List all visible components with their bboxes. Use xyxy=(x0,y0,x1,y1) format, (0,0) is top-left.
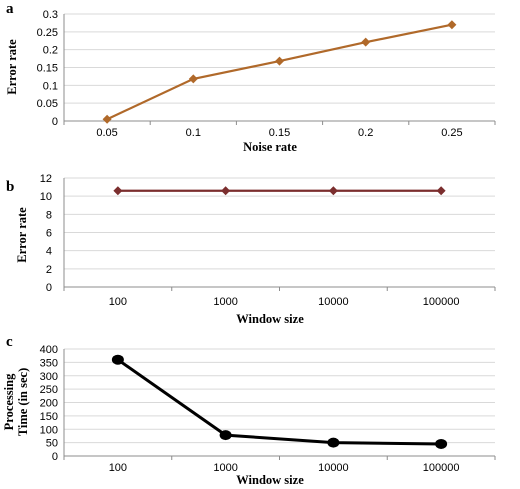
panel-a-ytick-label: 0.3 xyxy=(43,9,58,21)
panel-b-axes xyxy=(63,178,496,291)
panel-b-ytick-label: 0 xyxy=(46,282,52,294)
panel-c-ytick-label: 150 xyxy=(40,411,58,423)
panel-c-xtick-label: 100000 xyxy=(423,462,460,474)
panel-c-series-line xyxy=(117,358,442,446)
panel-letter-b: b xyxy=(6,179,14,195)
panel-c-ytick-label: 0 xyxy=(52,451,58,463)
panel-b-xtick-label: 1000 xyxy=(213,296,237,308)
panel-a-xlabel: Noise rate xyxy=(243,140,297,154)
panel-a-ytick-label: 0.2 xyxy=(43,45,58,57)
panel-b-xtick-label: 10000 xyxy=(318,296,349,308)
panel-b-xlabel: Window size xyxy=(236,312,304,326)
panel-c-ytick-label: 350 xyxy=(40,357,58,369)
panel-c-ytick-label: 300 xyxy=(40,371,58,383)
panel-a-xticks: 0.05 0.1 0.15 0.2 0.25 xyxy=(96,127,462,139)
panel-c-xtick-label: 10000 xyxy=(318,462,349,474)
panel-a-grid xyxy=(64,13,495,104)
panel-a-xtick-label: 0.1 xyxy=(186,127,201,139)
panel-a-data-point xyxy=(361,37,371,47)
panel-b-grid xyxy=(64,177,495,270)
panel-b-yticks: 0 2 4 6 8 10 12 xyxy=(40,173,52,294)
panel-b-ytick-label: 2 xyxy=(46,264,52,276)
panel-letter-a: a xyxy=(6,1,14,17)
panel-b-ytick-label: 4 xyxy=(46,246,52,258)
panel-a-xtick-label: 0.25 xyxy=(441,127,462,139)
panel-b-ylabel: Error rate xyxy=(15,207,29,263)
panel-c-ytick-label: 400 xyxy=(40,344,58,356)
panel-a-ytick-label: 0.25 xyxy=(37,27,58,39)
panel-a: a 00.050.10.150.20.250.3 0.05 0.1 0.15 0.2 0… xyxy=(5,1,496,154)
panel-a-yticks: 0 0.05 0.1 0.15 0.2 0.25 0.3 xyxy=(37,9,58,128)
panel-a-data-point xyxy=(102,114,112,124)
panel-c-data-point xyxy=(435,438,448,449)
panel-b-xticks: 100 1000 10000 100000 xyxy=(109,296,460,308)
panel-c-xticks: 100 1000 10000 100000 xyxy=(109,462,460,474)
panel-c-data-point xyxy=(219,430,232,441)
panel-b-ytick-label: 10 xyxy=(40,191,52,203)
panel-a-ytick-label: 0 xyxy=(52,116,58,128)
panel-b-xtick-label: 100000 xyxy=(423,296,460,308)
panel-c-data-point xyxy=(327,437,340,448)
panel-c-xlabel: Window size xyxy=(236,473,304,487)
panel-a-data-point xyxy=(188,74,198,84)
panel-c-ytick-label: 100 xyxy=(40,424,58,436)
panel-b-ytick-label: 8 xyxy=(46,209,52,221)
panel-a-xtick-label: 0.05 xyxy=(96,127,117,139)
panel-letter-c: c xyxy=(6,334,13,350)
panel-a-ytick-label: 0.15 xyxy=(37,63,58,75)
panel-b-ytick-label: 6 xyxy=(46,228,52,240)
panel-b-series xyxy=(113,186,446,196)
panel-b-data-point xyxy=(436,186,446,196)
panel-a-series-line xyxy=(106,23,453,121)
panel-a-series xyxy=(102,20,457,124)
panel-c-data-point xyxy=(111,354,124,365)
panel-a-ytick-label: 0.1 xyxy=(43,80,58,92)
panel-b-ytick-label: 12 xyxy=(40,173,52,185)
panel-c-xtick-label: 100 xyxy=(109,462,127,474)
panel-b-xtick-label: 100 xyxy=(109,296,127,308)
panel-a-data-point xyxy=(275,56,284,66)
panel-b-data-point xyxy=(113,186,123,196)
panel-c-ylabel: ProcessingTime (in sec) xyxy=(2,368,30,437)
panel-c-ylabel-line: Processing xyxy=(2,373,16,430)
panel-a-xtick-label: 0.2 xyxy=(358,127,373,139)
panel-c-series xyxy=(111,354,448,449)
panel-b-data-point xyxy=(221,186,231,196)
panel-b-data-point xyxy=(328,186,338,196)
panel-c-xtick-label: 1000 xyxy=(213,462,237,474)
panel-c-ylabel-line: Time (in sec) xyxy=(16,368,30,437)
panel-c-ytick-label: 250 xyxy=(40,384,58,396)
panel-a-ylabel: Error rate xyxy=(5,39,19,95)
panel-a-axes xyxy=(63,14,496,125)
panel-a-xtick-label: 0.15 xyxy=(269,127,290,139)
panel-a-data-point xyxy=(447,20,457,30)
panel-c-grid xyxy=(64,348,495,444)
panel-c-axes xyxy=(63,349,496,460)
panel-b: b 0 2 4 6 8 10 12 100 1000 10000 100000 Error rat… xyxy=(6,173,496,326)
panel-a-ytick-label: 0.05 xyxy=(37,98,58,110)
panel-c-ytick-label: 200 xyxy=(40,398,58,410)
panel-c-ytick-label: 50 xyxy=(46,438,58,450)
